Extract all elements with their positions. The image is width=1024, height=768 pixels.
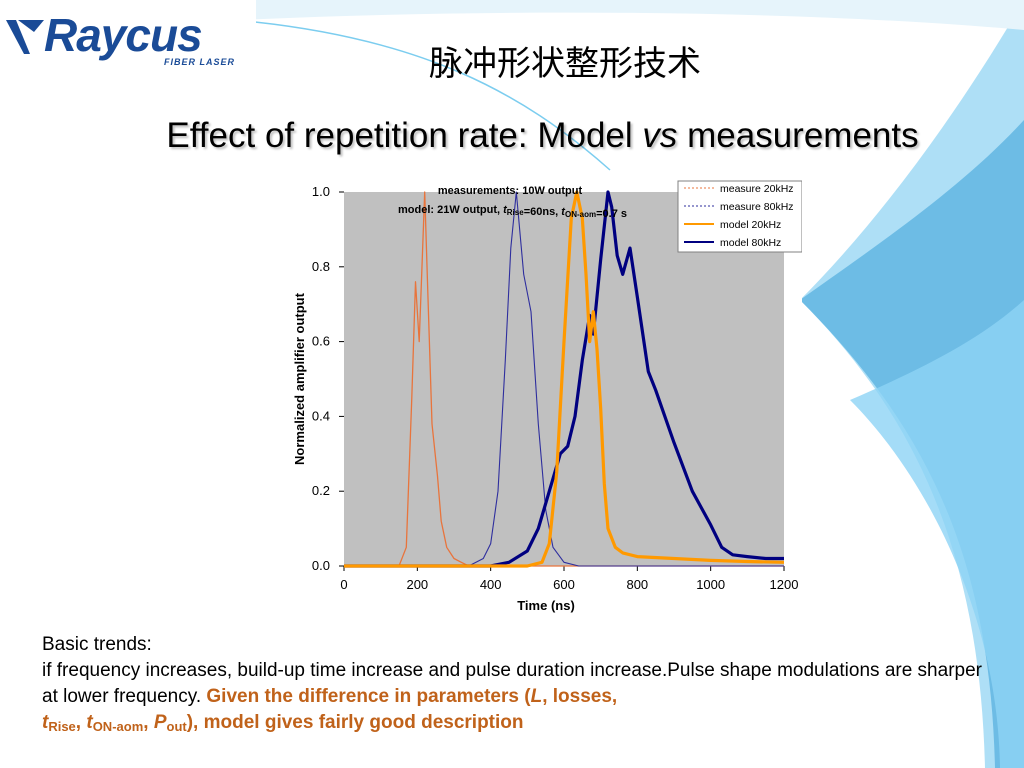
hl-part-a: Given the difference in parameters ( <box>206 686 531 707</box>
series-line-model-20khz <box>344 190 785 568</box>
logo: Raycus FIBER LASER <box>0 0 256 82</box>
hl-part-b: , losses, <box>542 686 618 707</box>
notes-paragraph: if frequency increases, build-up time in… <box>42 658 1002 736</box>
y-tick-label: 0.8 <box>312 259 330 274</box>
y-axis-label: Normalized amplifier output <box>292 292 307 465</box>
legend-entry: measure 80kHz <box>720 201 794 213</box>
hl-param-t2: t <box>86 712 93 733</box>
chart-annotation-line-2: model: 21W output, tRise=60ns, tON-aom=0… <box>398 204 627 220</box>
hl-param-l: L <box>530 686 543 707</box>
y-tick-label: 1.0 <box>312 184 330 199</box>
legend-box <box>677 180 802 253</box>
x-tick-label: 400 <box>480 577 502 592</box>
notes-line-1: Basic trends: <box>42 634 152 655</box>
chart-annotation-line-1: measurements: 10W output <box>438 185 583 197</box>
x-tick-label: 1200 <box>770 577 799 592</box>
hl-part-c: , <box>75 712 87 733</box>
series-line-measure-20khz <box>344 191 784 567</box>
x-tick-label: 1000 <box>696 577 725 592</box>
legend-entry: model 80kHz <box>720 237 781 249</box>
hl-param-t1: t <box>42 712 49 733</box>
logo-subtext: FIBER LASER <box>164 57 236 67</box>
plot-area <box>344 192 784 566</box>
hl-part-e: ), model gives fairly good description <box>186 712 524 733</box>
y-tick-label: 0.2 <box>312 483 330 498</box>
subtitle-main: Effect of repetition rate: Model <box>166 116 643 155</box>
hl-part-d: , <box>143 712 154 733</box>
subtitle-end: measurements <box>677 116 919 155</box>
logo-wordmark: Raycus <box>44 9 203 61</box>
hl-sub-onaom: ON-aom <box>92 719 144 734</box>
page-title: 脉冲形状整形技术 <box>429 44 701 84</box>
notes-line-2: if frequency increases, build-up time in… <box>42 660 982 707</box>
y-tick-label: 0.4 <box>312 408 330 423</box>
x-axis-label: Time (ns) <box>517 598 575 613</box>
hl-sub-out: out <box>166 719 187 734</box>
hl-sub-rise: Rise <box>48 719 76 734</box>
x-tick-label: 200 <box>406 577 428 592</box>
slide-subtitle: Effect of repetition rate: Model vs meas… <box>0 116 1024 156</box>
x-tick-label: 800 <box>626 577 648 592</box>
legend-entry: model 20kHz <box>720 219 781 231</box>
legend-entry: measure 20kHz <box>720 183 794 195</box>
series-line-model-80khz <box>344 190 784 568</box>
logo-mark-icon <box>6 20 44 54</box>
subtitle-vs: vs <box>642 116 678 155</box>
notes-text: Basic trends: if frequency increases, bu… <box>42 632 1002 736</box>
series-line-measure-80khz <box>344 191 784 567</box>
y-tick-label: 0.0 <box>312 558 330 573</box>
hl-param-p: P <box>153 712 167 733</box>
x-tick-label: 0 <box>340 577 347 592</box>
notes-highlight: Given the difference in parameters (L, l… <box>42 686 617 733</box>
x-tick-label: 600 <box>553 577 575 592</box>
pulse-shape-chart: 0.0 0.2 0.4 0.6 0.8 1.0 0 200 400 600 800 1000 1200 T… <box>290 180 802 618</box>
y-tick-label: 0.6 <box>312 334 330 349</box>
